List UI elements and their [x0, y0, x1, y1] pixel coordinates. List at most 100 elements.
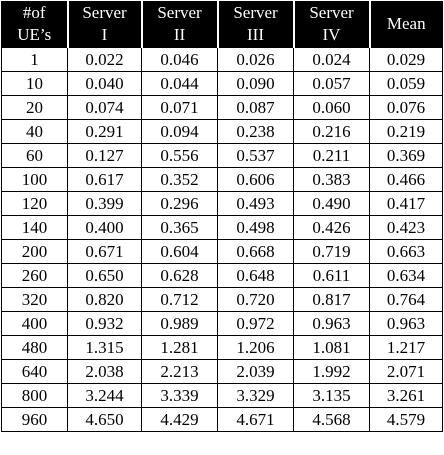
server-value-cell: 0.024 — [293, 47, 370, 72]
header-line: Server — [233, 3, 278, 22]
ue-count-cell: 60 — [1, 143, 68, 168]
server-value-cell: 0.611 — [293, 263, 370, 288]
server-value-cell: 1.315 — [67, 335, 142, 360]
header-line: III — [247, 25, 264, 44]
server-value-cell: 2.038 — [67, 359, 142, 384]
ue-count-cell: 480 — [1, 335, 68, 360]
mean-cell: 0.963 — [369, 311, 443, 336]
server-value-cell: 1.992 — [293, 359, 370, 384]
mean-cell: 2.071 — [369, 359, 443, 384]
ue-count-cell: 260 — [1, 263, 68, 288]
results-table: #of UE’s Server I Server II Server III S… — [1, 1, 443, 432]
server-value-cell: 0.720 — [217, 287, 294, 312]
mean-cell: 4.579 — [369, 407, 443, 432]
server-value-cell: 0.399 — [67, 191, 142, 216]
mean-cell: 3.261 — [369, 383, 443, 408]
table-row: 400 0.932 0.989 0.972 0.963 0.963 — [1, 311, 443, 336]
server-value-cell: 0.026 — [217, 47, 294, 72]
mean-cell: 0.764 — [369, 287, 443, 312]
server-value-cell: 0.628 — [141, 263, 218, 288]
header-line: I — [101, 25, 108, 44]
server-value-cell: 0.498 — [217, 215, 294, 240]
mean-cell: 0.219 — [369, 119, 443, 144]
mean-cell: 0.029 — [369, 47, 443, 72]
server-value-cell: 0.426 — [293, 215, 370, 240]
table-row: 140 0.400 0.365 0.498 0.426 0.423 — [1, 215, 443, 240]
server-value-cell: 0.712 — [141, 287, 218, 312]
server-value-cell: 3.339 — [141, 383, 218, 408]
server-value-cell: 0.127 — [67, 143, 142, 168]
ue-count-cell: 200 — [1, 239, 68, 264]
server-value-cell: 0.490 — [293, 191, 370, 216]
server-value-cell: 0.719 — [293, 239, 370, 264]
server-value-cell: 0.932 — [67, 311, 142, 336]
ue-count-cell: 120 — [1, 191, 68, 216]
server-value-cell: 0.400 — [67, 215, 142, 240]
server-value-cell: 0.972 — [217, 311, 294, 336]
table-row: 120 0.399 0.296 0.493 0.490 0.417 — [1, 191, 443, 216]
server-value-cell: 4.650 — [67, 407, 142, 432]
server-value-cell: 1.281 — [141, 335, 218, 360]
ue-count-cell: 320 — [1, 287, 68, 312]
header-line: Server — [309, 3, 354, 22]
server-value-cell: 0.291 — [67, 119, 142, 144]
server-value-cell: 1.206 — [217, 335, 294, 360]
header-line: Mean — [386, 14, 426, 33]
server-value-cell: 0.296 — [141, 191, 218, 216]
table-row: 800 3.244 3.339 3.329 3.135 3.261 — [1, 383, 443, 408]
header-mean: Mean — [368, 1, 443, 48]
server-value-cell: 0.040 — [67, 71, 142, 96]
server-value-cell: 0.057 — [293, 71, 370, 96]
server-value-cell: 0.365 — [141, 215, 218, 240]
mean-cell: 0.417 — [369, 191, 443, 216]
server-value-cell: 0.989 — [141, 311, 218, 336]
mean-cell: 0.076 — [369, 95, 443, 120]
table-row: 1 0.022 0.046 0.026 0.024 0.029 — [1, 47, 443, 72]
server-value-cell: 0.044 — [141, 71, 218, 96]
header-line: II — [173, 25, 186, 44]
mean-cell: 0.423 — [369, 215, 443, 240]
table-row: 640 2.038 2.213 2.039 1.992 2.071 — [1, 359, 443, 384]
server-value-cell: 3.244 — [67, 383, 142, 408]
server-value-cell: 4.568 — [293, 407, 370, 432]
server-value-cell: 2.213 — [141, 359, 218, 384]
server-value-cell: 4.429 — [141, 407, 218, 432]
header-line: UE’s — [17, 25, 52, 44]
table-body: 1 0.022 0.046 0.026 0.024 0.029 10 0.040 0.044 0.… — [1, 47, 443, 432]
ue-count-cell: 10 — [1, 71, 68, 96]
server-value-cell: 0.383 — [293, 167, 370, 192]
mean-cell: 0.634 — [369, 263, 443, 288]
server-value-cell: 0.963 — [293, 311, 370, 336]
server-value-cell: 0.556 — [141, 143, 218, 168]
server-value-cell: 0.671 — [67, 239, 142, 264]
ue-count-cell: 140 — [1, 215, 68, 240]
server-value-cell: 0.046 — [141, 47, 218, 72]
header-server-1: Server I — [66, 1, 143, 48]
server-value-cell: 3.329 — [217, 383, 294, 408]
ue-count-cell: 100 — [1, 167, 68, 192]
ue-count-cell: 800 — [1, 383, 68, 408]
header-ue-count: #of UE’s — [1, 1, 69, 48]
header-server-3: Server III — [216, 1, 295, 48]
server-value-cell: 0.493 — [217, 191, 294, 216]
server-value-cell: 3.135 — [293, 383, 370, 408]
table-row: 480 1.315 1.281 1.206 1.081 1.217 — [1, 335, 443, 360]
header-line: IV — [322, 25, 341, 44]
table-row: 100 0.617 0.352 0.606 0.383 0.466 — [1, 167, 443, 192]
server-value-cell: 0.087 — [217, 95, 294, 120]
server-value-cell: 2.039 — [217, 359, 294, 384]
header-server-2: Server II — [140, 1, 219, 48]
server-value-cell: 0.604 — [141, 239, 218, 264]
table-row: 10 0.040 0.044 0.090 0.057 0.059 — [1, 71, 443, 96]
ue-count-cell: 1 — [1, 47, 68, 72]
table-row: 320 0.820 0.712 0.720 0.817 0.764 — [1, 287, 443, 312]
mean-cell: 0.663 — [369, 239, 443, 264]
server-value-cell: 0.074 — [67, 95, 142, 120]
header-line: #of — [22, 3, 46, 22]
table-row: 20 0.074 0.071 0.087 0.060 0.076 — [1, 95, 443, 120]
server-value-cell: 0.352 — [141, 167, 218, 192]
server-value-cell: 0.820 — [67, 287, 142, 312]
server-value-cell: 0.071 — [141, 95, 218, 120]
server-value-cell: 0.648 — [217, 263, 294, 288]
mean-cell: 0.369 — [369, 143, 443, 168]
